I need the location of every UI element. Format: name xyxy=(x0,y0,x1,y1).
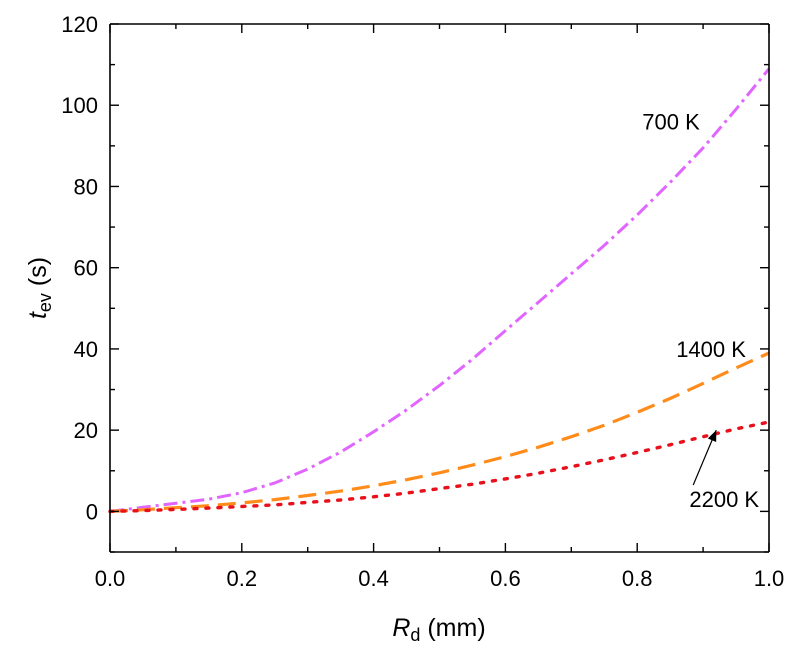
x-tick-label: 1.0 xyxy=(754,566,785,591)
annotation-arrowhead xyxy=(707,430,717,443)
x-axis-title: Rd (mm) xyxy=(392,614,485,645)
x-tick-label: 0.8 xyxy=(622,566,653,591)
y-tick-label: 60 xyxy=(74,256,98,281)
series-line-700-k xyxy=(109,67,771,513)
x-ticks: 0.0 0.2 0.4 0.6 0.8 1.0 xyxy=(95,24,785,591)
plot-area: 0.0 0.2 0.4 0.6 0.8 1.0 0 20 40 60 80 100 120 700 K… xyxy=(61,12,784,591)
y-tick-label: 80 xyxy=(74,174,98,199)
y-tick-label: 0 xyxy=(86,499,98,524)
annotation-700-k: 700 K xyxy=(642,109,700,134)
series-layer xyxy=(108,67,771,514)
x-tick-label: 0.0 xyxy=(95,566,126,591)
series-line-2200-k xyxy=(108,420,771,514)
y-tick-label: 120 xyxy=(61,12,98,37)
annotation-1400-k: 1400 K xyxy=(676,337,746,362)
y-axis-title: tev (s) xyxy=(24,257,55,319)
x-tick-label: 0.2 xyxy=(227,566,258,591)
y-tick-label: 20 xyxy=(74,418,98,443)
annotation-2200-k: 2200 K xyxy=(689,487,759,512)
annotation-layer: 700 K 1400 K 2200 K xyxy=(642,109,759,512)
x-tick-label: 0.4 xyxy=(358,566,389,591)
y-tick-label: 40 xyxy=(74,337,98,362)
x-tick-label: 0.6 xyxy=(490,566,521,591)
y-tick-label: 100 xyxy=(61,93,98,118)
series-line-1400-k xyxy=(109,351,770,513)
y-ticks: 0 20 40 60 80 100 120 xyxy=(61,12,769,553)
